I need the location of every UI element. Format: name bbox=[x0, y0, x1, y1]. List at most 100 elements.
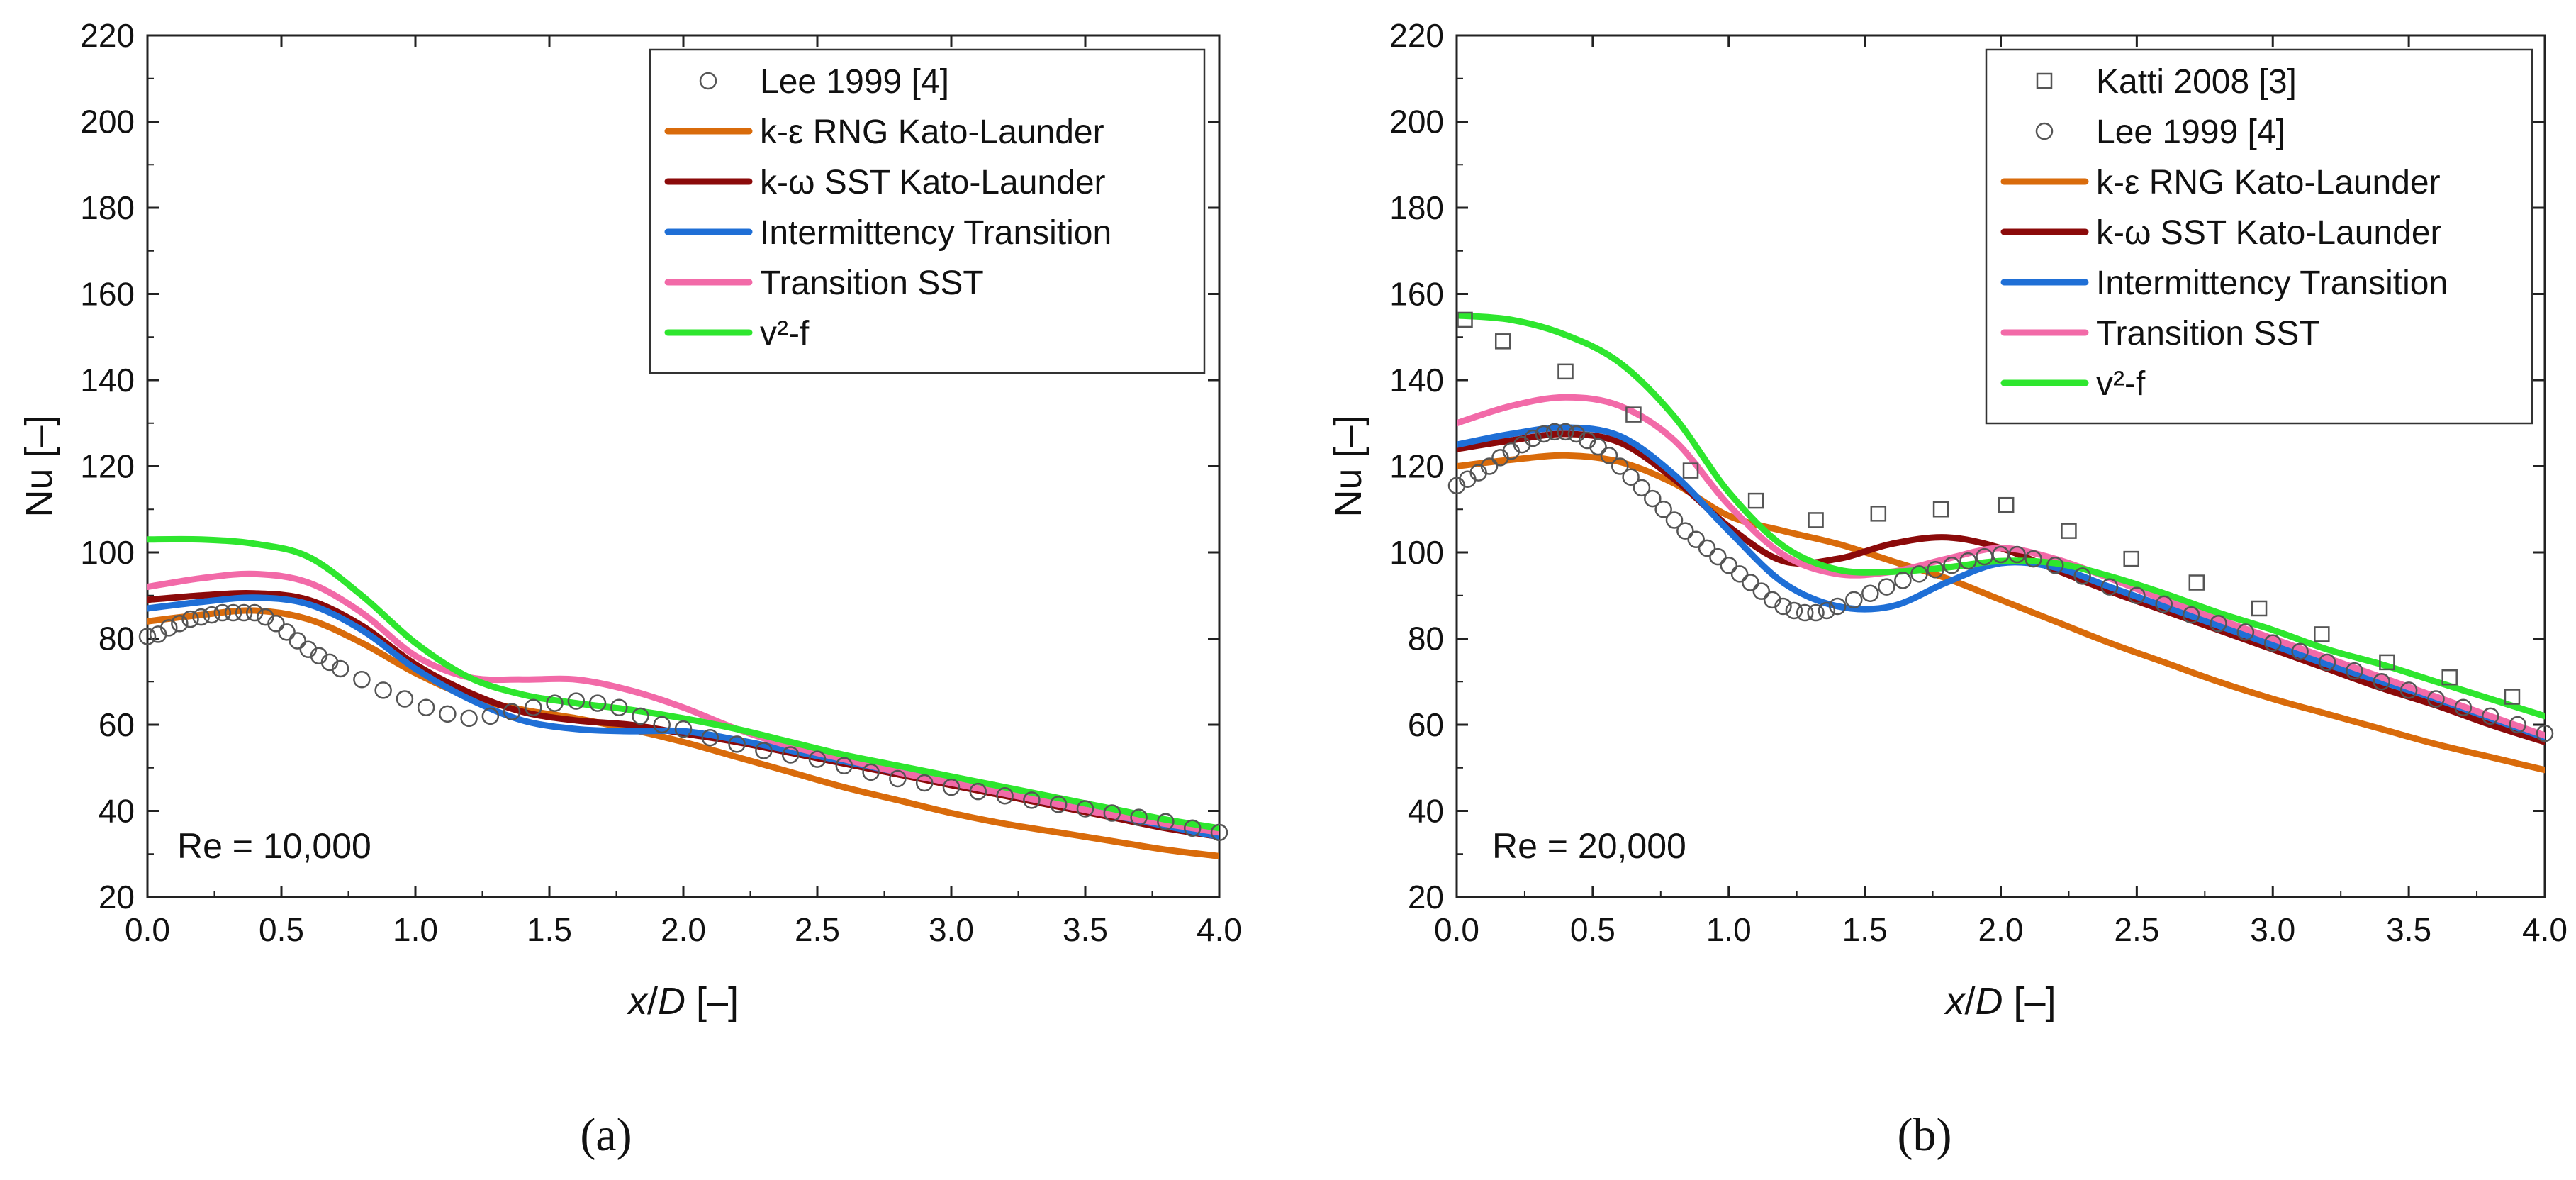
data-point-katti-2008-3 bbox=[2504, 689, 2521, 705]
x-tick-label: 3.0 bbox=[929, 911, 974, 948]
y-tick-label: 160 bbox=[1389, 276, 1444, 313]
data-point-lee-1999-4 bbox=[1210, 823, 1228, 842]
data-point-lee-1999-4 bbox=[1796, 603, 1814, 622]
data-point-lee-1999-4 bbox=[439, 705, 457, 723]
data-point-lee-1999-4 bbox=[755, 742, 773, 759]
data-point-lee-1999-4 bbox=[417, 698, 435, 716]
data-point-lee-1999-4 bbox=[2155, 595, 2173, 613]
data-point-lee-1999-4 bbox=[781, 746, 800, 764]
data-point-lee-1999-4 bbox=[1742, 574, 1759, 591]
x-axis-label: x/D [–] bbox=[626, 980, 739, 1023]
data-point-lee-1999-4 bbox=[1644, 489, 1662, 508]
data-point-lee-1999-4 bbox=[1730, 565, 1749, 583]
data-point-lee-1999-4 bbox=[889, 769, 907, 788]
x-axis-label-part: x bbox=[626, 980, 649, 1023]
y-tick-label: 60 bbox=[1408, 706, 1444, 743]
series-line-k-rng-kato-launder bbox=[1457, 452, 2545, 774]
data-point-lee-1999-4 bbox=[1157, 813, 1175, 830]
data-point-lee-1999-4 bbox=[1687, 530, 1705, 549]
data-point-lee-1999-4 bbox=[1589, 438, 1607, 456]
data-point-lee-1999-4 bbox=[1927, 561, 1944, 579]
legend-label-intermittency-transition: Intermittency Transition bbox=[2096, 265, 2448, 302]
legend-box bbox=[649, 48, 1206, 374]
series-line-k-sst-kato-launder bbox=[1457, 430, 2545, 745]
x-tick-label: 1.0 bbox=[1706, 911, 1752, 948]
data-point-lee-1999-4 bbox=[503, 703, 521, 721]
legend-label-k-rng-kato-launder: k-ε RNG Kato-Launder bbox=[760, 113, 1104, 151]
data-point-lee-1999-4 bbox=[213, 603, 232, 622]
data-point-katti-2008-3 bbox=[1682, 462, 1699, 479]
data-point-katti-2008-3 bbox=[2188, 574, 2205, 591]
legend-label-katti-2008-3: Katti 2008 [3] bbox=[2096, 63, 2297, 101]
x-axis-label-part: / bbox=[647, 980, 658, 1023]
data-point-lee-1999-4 bbox=[942, 778, 961, 796]
data-point-lee-1999-4 bbox=[1709, 547, 1727, 566]
data-point-lee-1999-4 bbox=[525, 698, 542, 716]
data-point-lee-1999-4 bbox=[1633, 479, 1651, 497]
data-point-lee-1999-4 bbox=[181, 610, 199, 628]
data-point-katti-2008-3 bbox=[2251, 600, 2268, 617]
data-point-lee-1999-4 bbox=[674, 720, 693, 738]
data-point-lee-1999-4 bbox=[1976, 547, 1993, 566]
data-point-lee-1999-4 bbox=[2509, 716, 2526, 734]
reynolds-annotation: Re = 10,000 bbox=[177, 826, 371, 866]
y-tick-label: 220 bbox=[1389, 17, 1444, 54]
data-point-lee-1999-4 bbox=[1845, 591, 1863, 609]
x-axis-label-part: / bbox=[1964, 980, 1975, 1023]
data-point-lee-1999-4 bbox=[1910, 565, 1928, 583]
data-point-lee-1999-4 bbox=[289, 632, 306, 650]
y-tick-label: 80 bbox=[99, 620, 135, 657]
y-tick-label: 120 bbox=[80, 448, 135, 485]
data-point-lee-1999-4 bbox=[2100, 578, 2119, 596]
data-point-lee-1999-4 bbox=[171, 614, 189, 633]
data-point-katti-2008-3 bbox=[1870, 506, 1887, 522]
data-point-katti-2008-3 bbox=[1457, 311, 1473, 328]
y-axis-label: Nu [–] bbox=[1327, 415, 1370, 517]
data-point-lee-1999-4 bbox=[1023, 791, 1041, 809]
data-point-lee-1999-4 bbox=[1654, 501, 1672, 518]
data-point-lee-1999-4 bbox=[1785, 601, 1803, 620]
data-point-lee-1999-4 bbox=[2128, 586, 2146, 604]
data-point-lee-1999-4 bbox=[1480, 457, 1499, 475]
data-point-lee-1999-4 bbox=[1535, 425, 1553, 443]
data-point-lee-1999-4 bbox=[1878, 578, 1895, 596]
data-point-lee-1999-4 bbox=[610, 698, 628, 716]
data-point-lee-1999-4 bbox=[996, 786, 1014, 805]
x-axis-label-part: D bbox=[1975, 980, 2003, 1023]
legend-label-k-sst-kato-launder: k-ω SST Kato-Launder bbox=[2096, 214, 2442, 252]
data-point-lee-1999-4 bbox=[835, 757, 853, 774]
y-tick-label: 40 bbox=[99, 793, 135, 830]
legend-label-lee-1999-4: Lee 1999 [4] bbox=[760, 63, 949, 101]
data-point-lee-1999-4 bbox=[1611, 457, 1629, 475]
data-point-lee-1999-4 bbox=[862, 763, 880, 781]
y-tick-label: 200 bbox=[80, 104, 135, 140]
x-tick-label: 4.0 bbox=[1197, 911, 1242, 948]
data-point-lee-1999-4 bbox=[1807, 603, 1825, 622]
legend: Katti 2008 [3] Lee 1999 [4] k-ε RNG Kato-L… bbox=[1985, 48, 2533, 425]
panel-label-a: (a) bbox=[580, 1109, 632, 1161]
data-point-lee-1999-4 bbox=[2482, 707, 2499, 725]
x-tick-label: 1.0 bbox=[393, 911, 438, 948]
data-point-lee-1999-4 bbox=[374, 681, 392, 699]
x-axis-label: x/D [–] bbox=[1943, 980, 2056, 1023]
data-point-katti-2008-3 bbox=[1557, 363, 1574, 380]
data-point-lee-1999-4 bbox=[192, 608, 210, 626]
data-point-lee-1999-4 bbox=[701, 728, 719, 747]
x-tick-label: 0.0 bbox=[125, 911, 170, 948]
x-tick-label: 2.5 bbox=[795, 911, 840, 948]
y-tick-label: 60 bbox=[99, 706, 135, 743]
y-tick-label: 220 bbox=[80, 17, 135, 54]
legend-marker-katti-2008-3 bbox=[2036, 72, 2053, 89]
y-tick-label: 140 bbox=[80, 362, 135, 399]
data-point-lee-1999-4 bbox=[1861, 584, 1879, 602]
data-point-katti-2008-3 bbox=[2123, 550, 2139, 567]
y-tick-label: 100 bbox=[1389, 534, 1444, 571]
series-line-v2-f bbox=[147, 535, 1219, 832]
x-tick-label: 3.0 bbox=[2250, 911, 2295, 948]
data-point-lee-1999-4 bbox=[1103, 804, 1121, 822]
data-point-lee-1999-4 bbox=[1698, 539, 1716, 557]
data-point-lee-1999-4 bbox=[2427, 690, 2445, 708]
data-point-lee-1999-4 bbox=[481, 707, 500, 725]
data-point-lee-1999-4 bbox=[1622, 468, 1640, 486]
